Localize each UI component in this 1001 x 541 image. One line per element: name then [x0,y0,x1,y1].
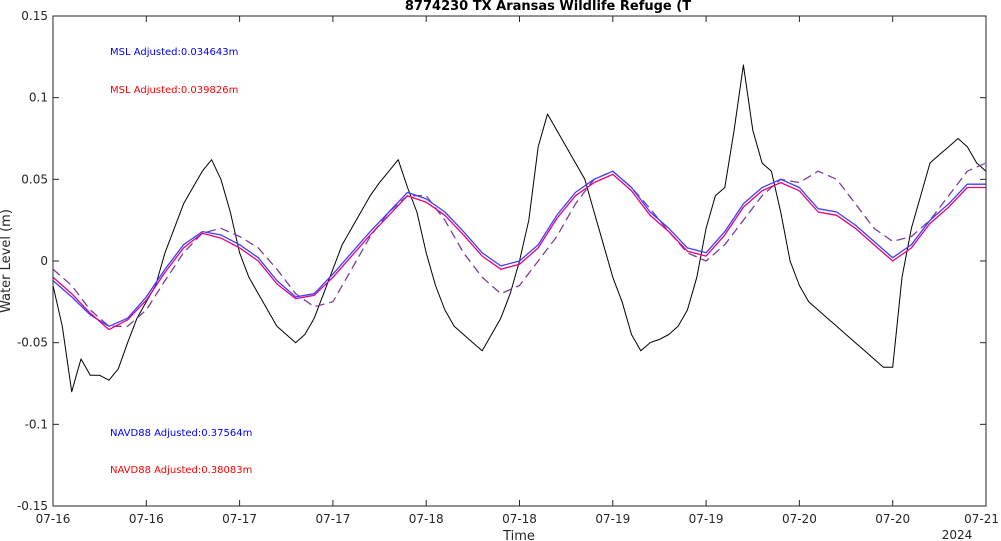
x-tick-label: 07-19 [595,512,630,526]
chart-title: 8774230 TX Aransas Wildlife Refuge (T [405,0,691,14]
x-tick-label: 07-21 [964,512,999,526]
y-tick-label: -0.15 [17,499,48,513]
datum-annotation: NAVD88 Adjusted:0.37564m [110,428,252,439]
y-tick-label: -0.05 [17,336,48,350]
series-line-predicted-blue [52,170,986,327]
datum-annotation: MSL Adjusted:0.039826m [110,85,238,96]
x-tick-label: 07-16 [36,512,71,526]
y-tick-label: 0.1 [29,91,48,105]
x-tick-label: 07-16 [129,512,164,526]
y-tick-label: 0.15 [21,9,48,23]
x-tick-label: 07-18 [502,512,537,526]
y-tick-label: -0.1 [25,417,48,431]
y-axis: -0.15 -0.1 -0.05 0 0.05 0.1 0.15 [17,9,986,513]
x-axis-label: Time [502,529,535,541]
x-tick-label: 07-20 [782,512,817,526]
annotations: MSL Adjusted:0.034643m MSL Adjusted:0.039… [110,47,252,476]
x-axis: 07-16 07-16 07-17 07-17 07-18 07-18 07-19 07-19… [36,16,999,526]
x-tick-label: 07-17 [222,512,257,526]
x-tick-label: 07-20 [875,512,910,526]
datum-annotation: MSL Adjusted:0.034643m [110,47,238,58]
datum-annotation: NAVD88 Adjusted:0.38083m [110,465,252,476]
y-axis-label: Water Level (m) [0,209,14,313]
x-tick-label: 07-17 [315,512,350,526]
y-tick-label: 0.05 [21,172,48,186]
x-axis-year-label: 2024 [942,528,973,541]
y-tick-label: 0 [40,254,48,268]
x-tick-label: 07-18 [409,512,444,526]
x-tick-label: 07-19 [689,512,724,526]
series-layer [52,64,987,393]
series-line-predicted-red [52,173,986,331]
series-line-predicted-dashed [52,162,987,327]
